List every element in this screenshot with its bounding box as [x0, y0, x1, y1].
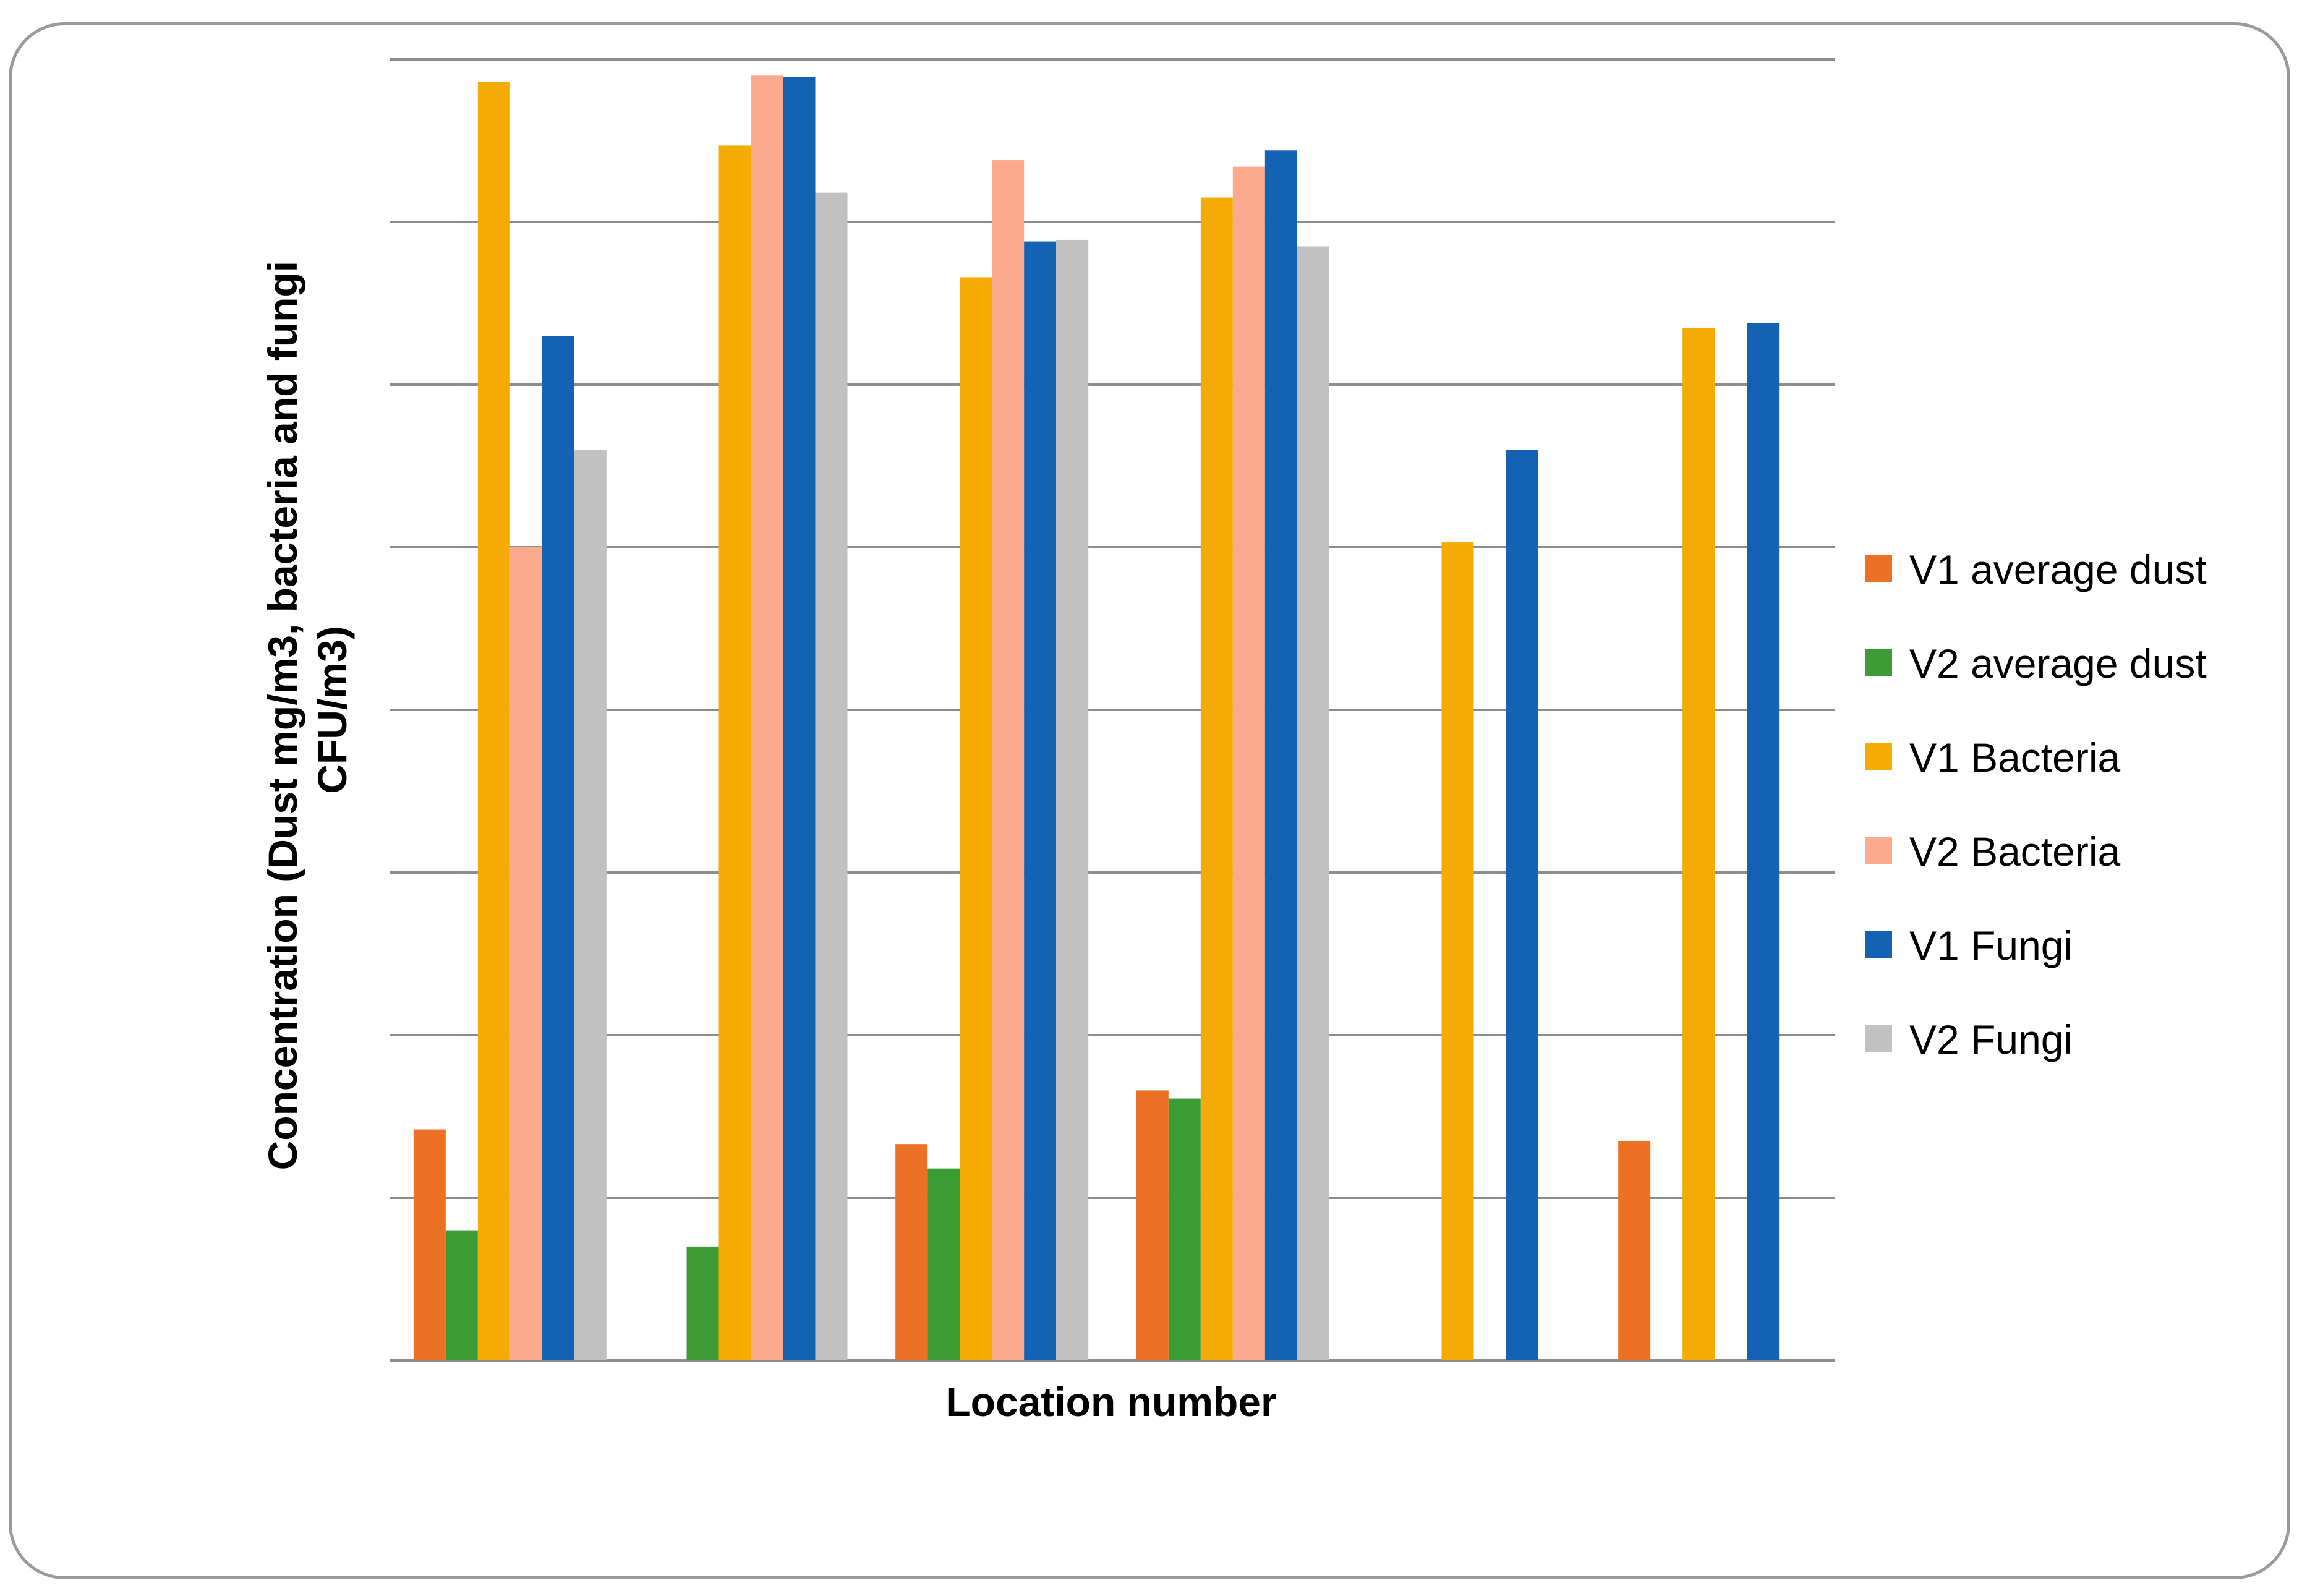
bar-v1-bacteria-loc-2 — [718, 145, 751, 1360]
legend-swatch-v1-fungi — [1865, 931, 1892, 958]
bar-v1-bacteria-loc-1 — [477, 82, 510, 1360]
legend-label-v2-bacteria: V2 Bacteria — [1909, 829, 2120, 874]
bar-v1-average-dust-loc-4 — [1136, 1090, 1169, 1360]
bar-v1-fungi-loc-4 — [1264, 150, 1297, 1360]
legend-label-v2-fungi: V2 Fungi — [1909, 1017, 2073, 1062]
legend-swatch-v2-bacteria — [1865, 837, 1892, 864]
bar-v1-average-dust-loc-3 — [895, 1144, 928, 1360]
legend-swatch-v2-average-dust — [1865, 649, 1892, 676]
bar-v2-average-dust-loc-3 — [927, 1168, 960, 1360]
bars — [413, 75, 1780, 1361]
bar-v1-fungi-loc-3 — [1024, 241, 1057, 1360]
bar-v2-fungi-loc-4 — [1297, 246, 1329, 1361]
x-axis-title: Location number — [945, 1379, 1276, 1425]
bar-v2-bacteria-loc-3 — [992, 160, 1025, 1360]
bar-v1-fungi-loc-2 — [783, 77, 816, 1361]
bar-v1-fungi-loc-1 — [542, 336, 574, 1360]
bar-v2-bacteria-loc-1 — [509, 547, 542, 1360]
bar-v2-fungi-loc-2 — [815, 192, 848, 1360]
bar-v1-bacteria-loc-5 — [1441, 542, 1474, 1360]
gridlines — [390, 58, 1835, 1362]
legend-swatch-v1-bacteria — [1865, 743, 1892, 770]
bar-v1-bacteria-loc-6 — [1682, 327, 1715, 1361]
legend-label-v2-average-dust: V2 average dust — [1909, 641, 2207, 686]
bar-v1-average-dust-loc-6 — [1618, 1140, 1651, 1360]
bar-v1-bacteria-loc-4 — [1200, 197, 1233, 1360]
legend: V1 average dust V2 average dust V1 Bacteri… — [1865, 547, 2207, 1062]
bar-v2-bacteria-loc-2 — [751, 75, 783, 1360]
bar-v1-average-dust-loc-1 — [413, 1129, 446, 1360]
bar-v2-average-dust-loc-4 — [1168, 1098, 1201, 1360]
bar-v2-average-dust-loc-2 — [686, 1246, 719, 1360]
legend-swatch-v1-average-dust — [1865, 555, 1892, 582]
legend-label-v1-average-dust: V1 average dust — [1909, 547, 2207, 592]
bar-v1-fungi-loc-5 — [1506, 450, 1538, 1361]
y-axis-title-line-1: Concentration (Dust mg/m3, bacteria and … — [260, 261, 305, 1170]
y-axis-title-line-2: CFU/m3) — [309, 626, 355, 793]
bar-v2-fungi-loc-1 — [574, 450, 607, 1361]
bar-v1-bacteria-loc-3 — [960, 277, 992, 1360]
legend-label-v1-bacteria: V1 Bacteria — [1909, 735, 2120, 780]
legend-swatch-v2-fungi — [1865, 1025, 1892, 1052]
bar-v2-fungi-loc-3 — [1056, 239, 1089, 1361]
bar-v1-fungi-loc-6 — [1747, 323, 1780, 1360]
bar-v2-average-dust-loc-1 — [445, 1230, 478, 1360]
bar-v2-bacteria-loc-4 — [1232, 166, 1265, 1361]
y-axis-title: Concentration (Dust mg/m3, bacteria and … — [260, 250, 355, 1171]
legend-label-v1-fungi: V1 Fungi — [1909, 923, 2073, 968]
